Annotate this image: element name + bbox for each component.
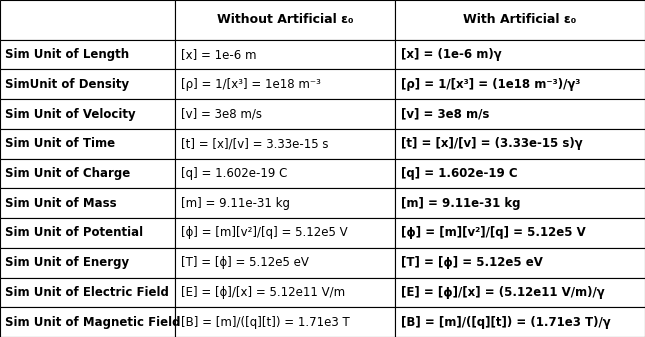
Bar <box>175 278 395 307</box>
Bar <box>175 188 395 218</box>
Text: [ϕ] = [m][v²]/[q] = 5.12e5 V: [ϕ] = [m][v²]/[q] = 5.12e5 V <box>181 226 348 240</box>
Bar <box>395 99 645 129</box>
Text: [ϕ] = [m][v²]/[q] = 5.12e5 V: [ϕ] = [m][v²]/[q] = 5.12e5 V <box>401 226 586 240</box>
Bar <box>175 218 395 248</box>
Bar <box>0 69 175 99</box>
Bar <box>395 40 645 69</box>
Bar <box>395 69 645 99</box>
Bar <box>0 278 175 307</box>
Bar <box>395 159 645 188</box>
Text: [m] = 9.11e-31 kg: [m] = 9.11e-31 kg <box>401 197 521 210</box>
Text: Sim Unit of Electric Field: Sim Unit of Electric Field <box>5 286 168 299</box>
Bar <box>175 0 395 40</box>
Bar <box>175 159 395 188</box>
Bar <box>395 188 645 218</box>
Text: Sim Unit of Magnetic Field: Sim Unit of Magnetic Field <box>5 316 180 329</box>
Text: [t] = [x]/[v] = 3.33e-15 s: [t] = [x]/[v] = 3.33e-15 s <box>181 137 329 150</box>
Text: Sim Unit of Charge: Sim Unit of Charge <box>5 167 130 180</box>
Bar <box>395 248 645 278</box>
Bar <box>175 307 395 337</box>
Bar <box>175 129 395 159</box>
Text: With Artificial ε₀: With Artificial ε₀ <box>463 13 577 26</box>
Text: [ρ] = 1/[x³] = 1e18 m⁻³: [ρ] = 1/[x³] = 1e18 m⁻³ <box>181 78 321 91</box>
Bar <box>0 218 175 248</box>
Text: Sim Unit of Mass: Sim Unit of Mass <box>5 197 116 210</box>
Text: Sim Unit of Energy: Sim Unit of Energy <box>5 256 128 269</box>
Text: [T] = [ϕ] = 5.12e5 eV: [T] = [ϕ] = 5.12e5 eV <box>181 256 310 269</box>
Bar <box>0 248 175 278</box>
Bar <box>0 307 175 337</box>
Bar <box>175 248 395 278</box>
Text: [q] = 1.602e-19 C: [q] = 1.602e-19 C <box>181 167 288 180</box>
Text: Sim Unit of Length: Sim Unit of Length <box>5 48 128 61</box>
Text: [B] = [m]/([q][t]) = 1.71e3 T: [B] = [m]/([q][t]) = 1.71e3 T <box>181 316 350 329</box>
Bar <box>0 0 175 40</box>
Bar <box>0 99 175 129</box>
Text: [m] = 9.11e-31 kg: [m] = 9.11e-31 kg <box>181 197 290 210</box>
Bar <box>395 307 645 337</box>
Text: [t] = [x]/[v] = (3.33e-15 s)γ: [t] = [x]/[v] = (3.33e-15 s)γ <box>401 137 583 150</box>
Text: [E] = [ϕ]/[x] = 5.12e11 V/m: [E] = [ϕ]/[x] = 5.12e11 V/m <box>181 286 346 299</box>
Bar <box>395 278 645 307</box>
Bar <box>0 40 175 69</box>
Bar <box>175 40 395 69</box>
Text: Sim Unit of Potential: Sim Unit of Potential <box>5 226 143 240</box>
Text: Without Artificial ε₀: Without Artificial ε₀ <box>217 13 353 26</box>
Text: [x] = (1e-6 m)γ: [x] = (1e-6 m)γ <box>401 48 502 61</box>
Bar <box>0 188 175 218</box>
Text: [T] = [ϕ] = 5.12e5 eV: [T] = [ϕ] = 5.12e5 eV <box>401 256 543 269</box>
Text: [B] = [m]/([q][t]) = (1.71e3 T)/γ: [B] = [m]/([q][t]) = (1.71e3 T)/γ <box>401 316 611 329</box>
Bar <box>395 0 645 40</box>
Bar <box>0 159 175 188</box>
Bar <box>0 129 175 159</box>
Bar <box>395 129 645 159</box>
Text: [v] = 3e8 m/s: [v] = 3e8 m/s <box>181 108 263 121</box>
Text: [v] = 3e8 m/s: [v] = 3e8 m/s <box>401 108 490 121</box>
Bar <box>395 218 645 248</box>
Bar <box>175 69 395 99</box>
Bar <box>175 99 395 129</box>
Text: [x] = 1e-6 m: [x] = 1e-6 m <box>181 48 257 61</box>
Text: SimUnit of Density: SimUnit of Density <box>5 78 128 91</box>
Text: [E] = [ϕ]/[x] = (5.12e11 V/m)/γ: [E] = [ϕ]/[x] = (5.12e11 V/m)/γ <box>401 286 605 299</box>
Text: Sim Unit of Velocity: Sim Unit of Velocity <box>5 108 135 121</box>
Text: Sim Unit of Time: Sim Unit of Time <box>5 137 115 150</box>
Text: [ρ] = 1/[x³] = (1e18 m⁻³)/γ³: [ρ] = 1/[x³] = (1e18 m⁻³)/γ³ <box>401 78 581 91</box>
Text: [q] = 1.602e-19 C: [q] = 1.602e-19 C <box>401 167 518 180</box>
